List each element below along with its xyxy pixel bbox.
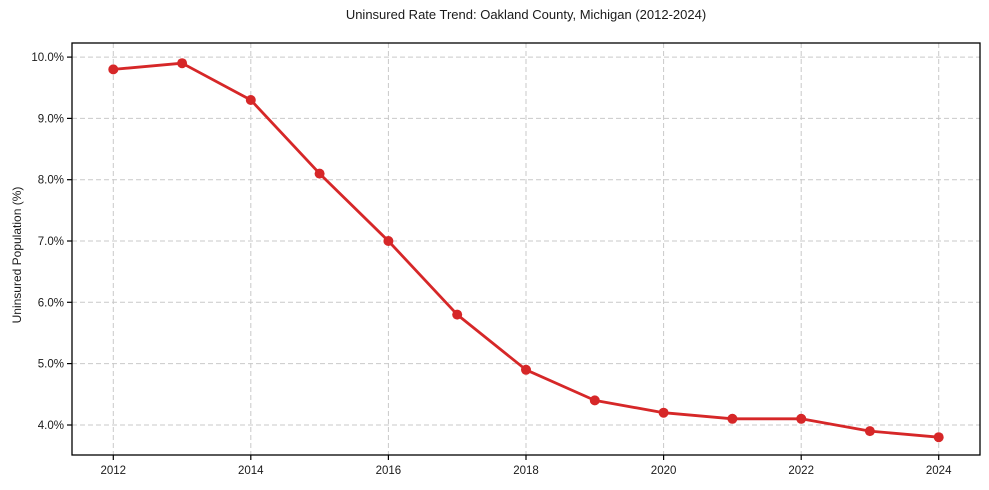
data-point-marker [245,95,256,105]
data-point-marker [521,364,531,375]
y-tick-label: 9.0% [38,113,64,125]
data-point-marker [864,426,875,437]
data-point-marker [383,236,394,246]
x-tick-label: 2024 [926,465,952,477]
x-tick-label: 2022 [788,465,814,477]
data-point-marker [658,407,669,418]
y-tick-label: 8.0% [38,175,64,187]
data-point-marker [177,58,188,69]
data-point-marker [108,64,119,75]
data-point-marker [314,168,325,179]
data-point-marker [933,432,944,443]
y-tick-label: 4.0% [38,420,64,432]
y-tick-label: 7.0% [38,236,64,248]
x-tick-label: 2016 [376,465,402,477]
data-point-marker [727,413,738,424]
y-tick-label: 6.0% [38,297,64,309]
x-tick-label: 2014 [238,465,264,477]
data-point-marker [796,413,807,424]
data-point-marker [589,395,600,406]
chart-title: Uninsured Rate Trend: Oakland County, Mi… [345,7,707,22]
y-tick-label: 5.0% [38,359,64,371]
data-point-marker [452,309,463,320]
y-tick-label: 10.0% [31,52,64,64]
plot-border [71,42,981,456]
x-tick-label: 2018 [513,465,539,477]
x-tick-label: 2020 [651,465,677,477]
x-tick-label: 2012 [101,465,127,477]
